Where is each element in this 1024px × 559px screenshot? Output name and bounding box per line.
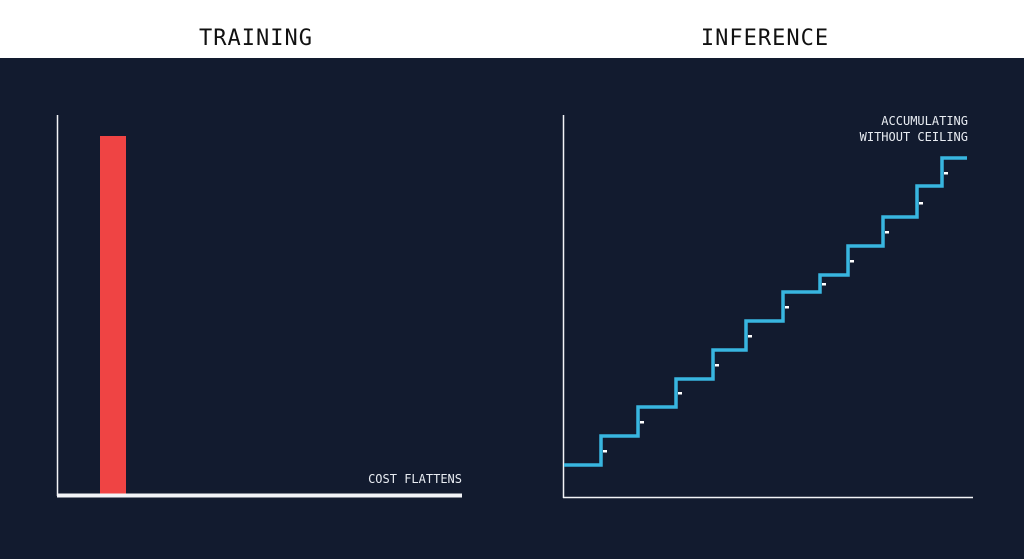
tick-marker xyxy=(603,450,607,453)
riser-tick-markers xyxy=(603,172,948,453)
inference-step-line xyxy=(564,156,967,467)
header: TRAINING INFERENCE xyxy=(0,0,1024,58)
tick-marker xyxy=(748,335,752,338)
tick-marker xyxy=(822,283,826,286)
tick-marker xyxy=(678,392,682,395)
tick-marker xyxy=(885,231,889,234)
inference-title: INFERENCE xyxy=(700,26,830,51)
tick-marker xyxy=(715,364,719,367)
tick-marker xyxy=(640,421,644,424)
training-title: TRAINING xyxy=(199,26,313,51)
tick-marker xyxy=(919,202,923,205)
training-annotation: COST FLATTENS xyxy=(368,472,462,486)
training-bar xyxy=(100,136,126,497)
inference-chart: ACCUMULATING WITHOUT CEILING xyxy=(562,114,973,499)
training-chart: COST FLATTENS xyxy=(56,115,462,498)
tick-marker xyxy=(785,306,789,309)
inference-annotation-line1: ACCUMULATING xyxy=(881,114,968,128)
tick-marker xyxy=(850,260,854,263)
chart-panel xyxy=(0,58,1024,559)
inference-annotation-line2: WITHOUT CEILING xyxy=(860,130,968,144)
tick-marker xyxy=(944,172,948,175)
